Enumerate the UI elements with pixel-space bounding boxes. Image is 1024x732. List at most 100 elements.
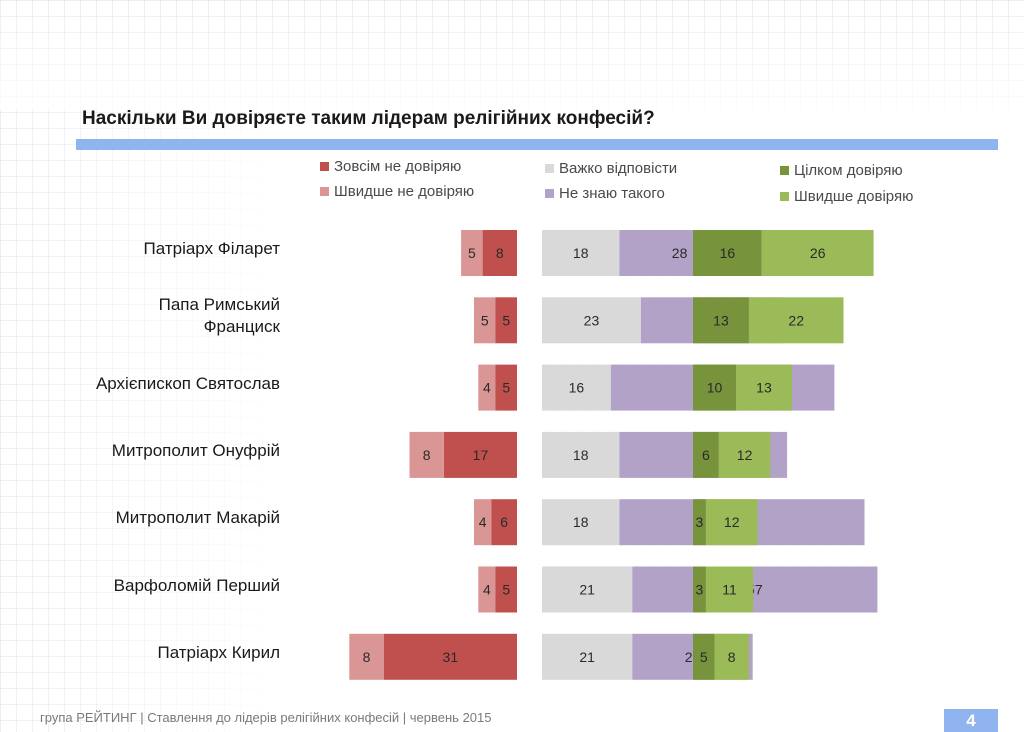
data-label-rather-distrust: 5: [481, 312, 489, 328]
bar-fully-trust: [693, 566, 706, 613]
data-label-hard-to-say: 18: [573, 514, 589, 530]
category-label: Патріарх Філарет: [50, 238, 280, 260]
category-label-line: Папа Римський: [158, 295, 280, 315]
data-label-hard-to-say: 23: [584, 312, 600, 328]
data-label-strongly-distrust: 5: [502, 380, 510, 396]
legend-item-dont-know: Не знаю такого: [545, 185, 665, 202]
category-label-line: Варфоломій Перший: [113, 575, 280, 595]
category-label-line: Архієпископ Святослав: [95, 373, 280, 393]
legend-label: Важко відповісти: [559, 160, 678, 177]
legend-item-fully-trust: Цілком довіряю: [780, 162, 903, 179]
data-label-rather-trust: 22: [788, 312, 804, 328]
data-label-fully-trust: 13: [713, 312, 729, 328]
data-label-strongly-distrust: 5: [502, 582, 510, 598]
legend-label: Зовсім не довіряю: [334, 158, 462, 175]
category-label: Патріарх Кирил: [50, 642, 280, 664]
data-label-rather-trust: 13: [756, 380, 772, 396]
legend-item-rather-distrust: Швидше не довіряю: [320, 183, 474, 200]
category-label-line: Патріарх Філарет: [143, 239, 280, 258]
data-label-hard-to-say: 21: [579, 649, 595, 665]
data-label-rather-distrust: 4: [483, 380, 491, 396]
bar-rather-trust: [705, 499, 758, 546]
data-label-hard-to-say: 21: [579, 582, 595, 598]
bar-hard-to-say: [542, 566, 633, 613]
legend-swatch-dont-know: [545, 189, 554, 198]
data-label-rather-distrust: 5: [468, 245, 476, 261]
background-wash-top: [0, 0, 1024, 110]
bar-rather-trust: [705, 566, 754, 613]
category-label-line: Франциск: [203, 317, 280, 337]
data-label-rather-trust: 11: [722, 582, 737, 598]
bar-hard-to-say: [542, 230, 620, 276]
data-label-strongly-distrust: 6: [500, 514, 508, 530]
bar-rather-distrust: [349, 633, 384, 680]
category-label: Варфоломій Перший: [50, 575, 280, 597]
legend-swatch-fully-trust: [780, 166, 789, 175]
category-label: Митрополит Макарій: [50, 507, 280, 529]
legend-item-rather-trust: Швидше довіряю: [780, 188, 913, 205]
legend-swatch-rather-trust: [780, 192, 789, 201]
legend-label: Цілком довіряю: [794, 162, 903, 179]
footer-text: група РЕЙТИНГ | Ставлення до лідерів рел…: [40, 710, 492, 725]
data-label-strongly-distrust: 17: [473, 447, 489, 463]
bar-strongly-distrust: [495, 297, 517, 344]
legend-item-hard-to-say: Важко відповісти: [545, 160, 677, 177]
bar-strongly-distrust: [383, 633, 517, 680]
data-label-strongly-distrust: 5: [502, 312, 510, 328]
data-label-rather-trust: 12: [724, 514, 740, 530]
data-label-fully-trust: 10: [707, 380, 723, 396]
data-label-strongly-distrust: 8: [496, 245, 504, 261]
data-label-dont-know: 28: [672, 245, 688, 261]
data-label-hard-to-say: 16: [569, 380, 585, 396]
bar-fully-trust: [693, 431, 719, 478]
legend-label: Не знаю такого: [559, 185, 665, 202]
data-label-rather-distrust: 4: [479, 514, 487, 530]
data-label-rather-distrust: 8: [423, 447, 431, 463]
bar-rather-trust: [736, 364, 792, 411]
title-underline: [76, 139, 998, 150]
bar-fully-trust: [693, 499, 706, 546]
category-label: Архієпископ Святослав: [50, 373, 280, 395]
bar-rather-trust: [718, 431, 771, 478]
bar-rather-trust: [748, 297, 844, 344]
bar-strongly-distrust: [495, 566, 517, 613]
bar-fully-trust: [693, 230, 762, 276]
bar-rather-distrust: [478, 566, 496, 613]
data-label-fully-trust: 16: [720, 245, 736, 261]
data-label-rather-trust: 26: [810, 245, 826, 261]
bar-hard-to-say: [542, 431, 620, 478]
legend-swatch-rather-distrust: [320, 187, 329, 196]
data-label-hard-to-say: 18: [573, 447, 589, 463]
data-label-fully-trust: 5: [700, 649, 708, 665]
data-label-strongly-distrust: 31: [443, 649, 459, 665]
data-label-rather-trust: 8: [728, 649, 736, 665]
bar-hard-to-say: [542, 633, 633, 680]
category-label-line: Митрополит Макарій: [115, 508, 280, 528]
data-label-fully-trust: 6: [702, 447, 710, 463]
data-label-fully-trust: 3: [696, 582, 704, 598]
bar-strongly-distrust: [495, 364, 517, 411]
bar-fully-trust: [693, 297, 749, 344]
bar-fully-trust: [693, 364, 736, 411]
data-label-rather-distrust: 8: [363, 649, 371, 665]
legend-swatch-strongly-distrust: [320, 162, 329, 171]
page-number: 4: [944, 709, 998, 732]
bar-hard-to-say: [542, 499, 620, 546]
bar-rather-distrust: [478, 364, 496, 411]
legend-item-strongly-distrust: Зовсім не довіряю: [320, 158, 461, 175]
bar-fully-trust: [693, 633, 715, 680]
bar-rather-trust: [714, 633, 749, 680]
legend-label: Швидше не довіряю: [334, 183, 475, 200]
chart-title: Наскільки Ви довіряєте таким лідерам рел…: [82, 108, 655, 129]
bar-hard-to-say: [542, 297, 641, 344]
data-label-rather-distrust: 4: [483, 582, 491, 598]
bar-rather-distrust: [474, 297, 496, 344]
bar-rather-distrust: [409, 431, 444, 478]
category-label-line: Митрополит Онуфрій: [111, 440, 280, 460]
legend-label: Швидше довіряю: [794, 188, 914, 205]
data-label-hard-to-say: 18: [573, 245, 589, 261]
data-label-rather-trust: 12: [737, 447, 753, 463]
bar-strongly-distrust: [482, 230, 517, 276]
bar-rather-distrust: [461, 230, 483, 276]
